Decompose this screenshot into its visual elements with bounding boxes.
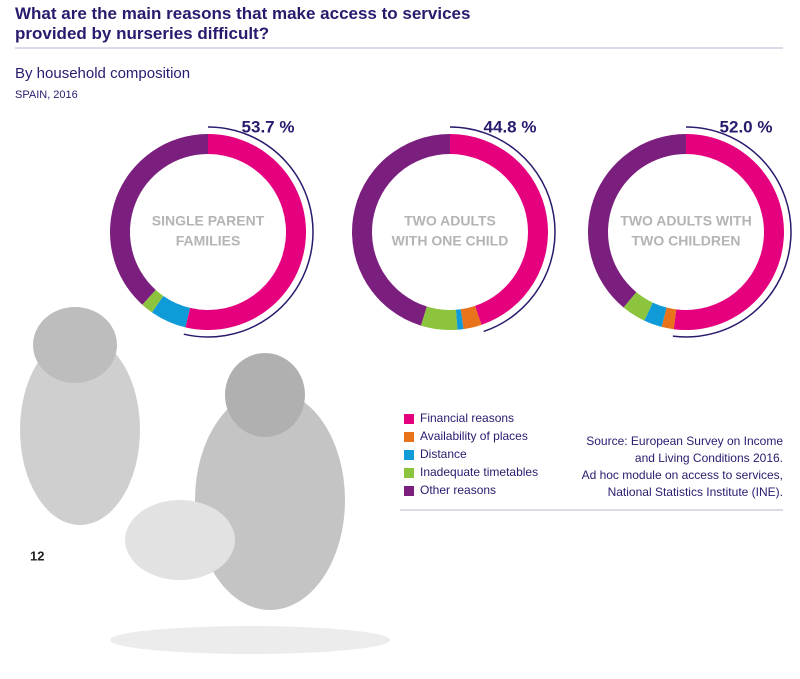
region-year: SPAIN, 2016 <box>15 89 78 101</box>
source-line: and Living Conditions 2016. <box>635 451 783 465</box>
donut-segment <box>644 302 667 327</box>
donut-segment <box>352 134 450 326</box>
highlight-arc <box>672 126 792 338</box>
donut-segment <box>455 309 464 330</box>
legend-label: Availability of places <box>420 429 528 443</box>
donut-label: SINGLE PARENT <box>152 213 265 229</box>
donut-label: FAMILIES <box>176 233 241 249</box>
donut-segment <box>450 134 548 325</box>
value-label: 52.0 % <box>720 117 773 136</box>
source-line: Source: European Survey on Income <box>586 434 783 448</box>
donut-segment <box>661 307 677 330</box>
photo-placeholder <box>20 307 390 654</box>
page-number: 12 <box>30 548 44 563</box>
donut-label: TWO CHILDREN <box>632 233 741 249</box>
highlight-arc <box>183 126 314 338</box>
donut-segment <box>109 134 208 305</box>
legend-swatch <box>404 468 414 478</box>
donut-segment <box>460 305 482 330</box>
donut-segment <box>588 134 686 308</box>
source-line: National Statistics Institute (INE). <box>608 485 783 499</box>
source-line: Ad hoc module on access to services, <box>582 468 783 482</box>
donut-segment <box>420 306 458 330</box>
title: What are the main reasons that make acce… <box>15 4 471 43</box>
legend-swatch <box>404 414 414 424</box>
subtitle: By household composition <box>15 65 191 82</box>
legend-label: Financial reasons <box>420 411 514 425</box>
donut-label: WITH ONE CHILD <box>392 233 509 249</box>
donut-label: TWO ADULTS WITH <box>620 213 751 229</box>
donut-segment <box>142 289 164 313</box>
donut-segment <box>185 134 307 330</box>
legend-label: Distance <box>420 447 467 461</box>
legend-label: Other reasons <box>420 483 496 497</box>
donut-label: TWO ADULTS <box>404 213 496 229</box>
donut-segment <box>673 134 784 330</box>
value-label: 44.8 % <box>484 117 537 136</box>
highlight-arc <box>449 126 556 333</box>
legend-label: Inadequate timetables <box>420 465 538 479</box>
donut-segment <box>151 295 191 328</box>
legend-swatch <box>404 450 414 460</box>
legend-swatch <box>404 486 414 496</box>
value-label: 53.7 % <box>242 117 295 136</box>
legend-swatch <box>404 432 414 442</box>
donut-segment <box>623 292 653 321</box>
